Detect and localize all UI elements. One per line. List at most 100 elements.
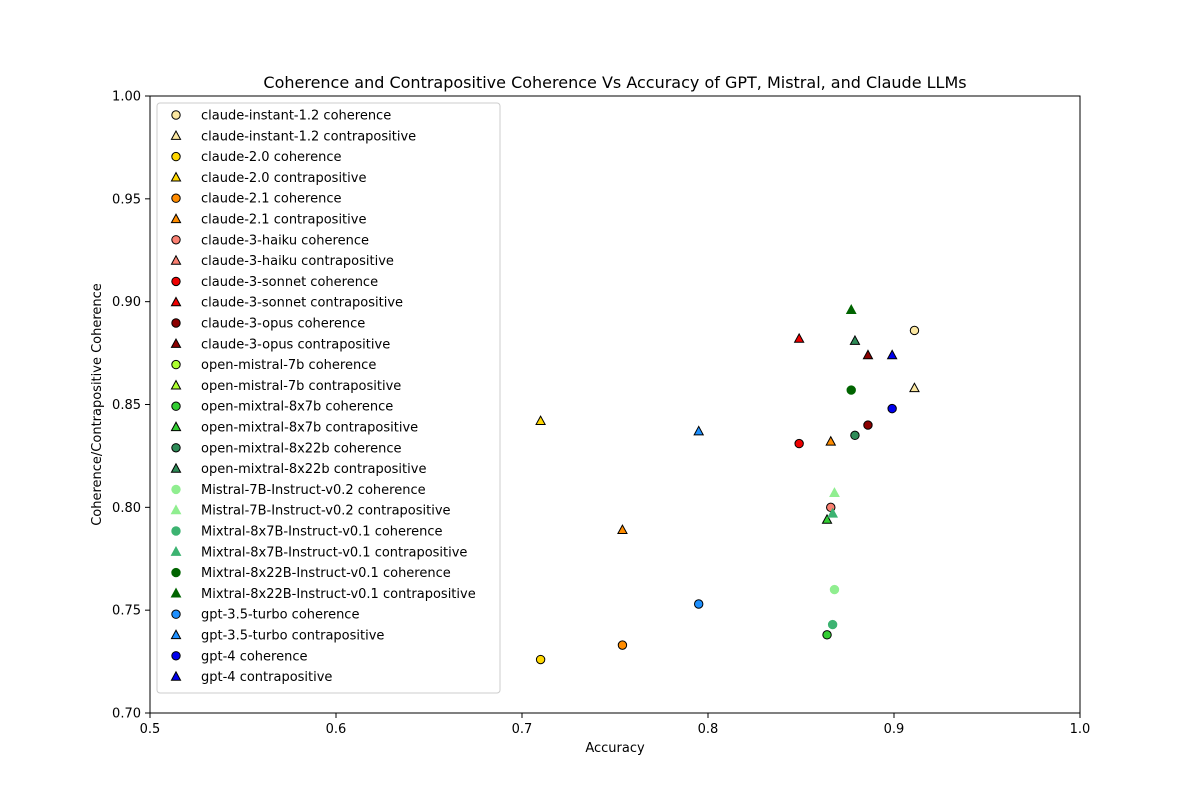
data-point	[825, 435, 837, 446]
legend-label: claude-3-sonnet contrapositive	[201, 296, 403, 311]
legend-marker	[170, 421, 182, 432]
legend-label: Mixtral-8x22B-Instruct-v0.1 coherence	[201, 566, 451, 581]
legend-marker	[171, 484, 181, 495]
legend-label: gpt-4 coherence	[201, 649, 307, 664]
legend-box	[156, 102, 501, 694]
x-tick-label: 0.7	[512, 722, 533, 737]
chart-title: Coherence and Contrapositive Coherence V…	[263, 73, 966, 92]
legend-label: claude-3-opus contrapositive	[201, 337, 390, 352]
x-tick-label: 0.8	[698, 722, 719, 737]
legend-marker	[171, 235, 181, 245]
legend-marker	[170, 171, 182, 182]
data-point	[845, 304, 857, 314]
legend-label: open-mixtral-8x22b contrapositive	[201, 462, 426, 477]
data-point	[535, 415, 547, 426]
legend-marker	[171, 359, 181, 370]
data-point	[887, 403, 897, 414]
y-axis-ticks: 0.70 0.75 0.80 0.85 0.90 0.95 1.00	[112, 90, 150, 722]
x-tick-label: 0.6	[326, 722, 347, 737]
legend-label: claude-2.1 coherence	[201, 192, 342, 207]
y-axis-label: Coherence/Contrapositive Coherence	[90, 283, 105, 526]
legend-marker	[170, 296, 182, 307]
data-point	[850, 430, 860, 441]
legend-marker	[171, 193, 181, 203]
data-point	[535, 654, 546, 665]
legend-marker	[171, 401, 181, 411]
legend-marker	[170, 379, 182, 390]
data-point	[617, 524, 628, 535]
legend-marker	[170, 670, 182, 681]
legend-marker	[171, 318, 181, 328]
x-tick-label: 0.5	[140, 722, 161, 737]
data-point	[886, 349, 898, 360]
y-tick-label: 0.75	[112, 604, 141, 619]
y-tick-label: 0.90	[112, 295, 141, 310]
legend-marker	[171, 276, 181, 287]
legend-label: open-mistral-7b contrapositive	[201, 379, 401, 394]
data-point	[822, 630, 832, 640]
legend-label: claude-2.1 contrapositive	[201, 213, 366, 228]
legend-marker	[170, 129, 182, 140]
data-point	[617, 640, 628, 650]
legend-label: claude-2.0 coherence	[201, 150, 342, 165]
x-axis-label: Accuracy	[585, 741, 645, 756]
data-point	[862, 349, 874, 360]
legend: claude-instant-1.2 coherence claude-insta…	[156, 102, 501, 694]
legend-label: Mixtral-8x7B-Instruct-v0.1 contrapositiv…	[201, 545, 467, 560]
legend-label: Mixtral-8x22B-Instruct-v0.1 contrapositi…	[201, 587, 476, 602]
data-point	[693, 425, 705, 436]
data-points	[535, 304, 920, 665]
legend-label: Mistral-7B-Instruct-v0.2 contrapositive	[201, 504, 451, 519]
data-point	[793, 332, 805, 343]
legend-label: claude-instant-1.2 coherence	[201, 109, 391, 124]
legend-label: open-mixtral-8x7b contrapositive	[201, 421, 418, 436]
data-point	[694, 599, 704, 609]
plot-frame	[149, 95, 1081, 714]
y-tick-label: 0.80	[112, 501, 141, 516]
legend-marker	[170, 504, 182, 515]
data-point	[863, 420, 873, 430]
legend-marker	[171, 151, 181, 162]
legend-marker	[170, 587, 182, 598]
legend-label: gpt-3.5-turbo contrapositive	[201, 629, 384, 644]
legend-label: claude-3-haiku coherence	[201, 233, 369, 248]
data-point	[821, 513, 833, 524]
data-point	[829, 584, 840, 595]
y-tick-label: 0.85	[112, 398, 141, 413]
x-tick-label: 1.0	[1070, 722, 1091, 737]
legend-marker	[170, 213, 182, 224]
data-point	[827, 619, 838, 630]
legend-marker	[170, 545, 182, 556]
x-tick-label: 0.9	[884, 722, 905, 737]
y-tick-label: 1.00	[112, 90, 141, 105]
legend-label: claude-3-opus coherence	[201, 317, 365, 332]
data-point	[827, 507, 839, 518]
data-point	[909, 382, 920, 393]
legend-label: claude-2.0 contrapositive	[201, 171, 366, 186]
x-axis-ticks: 0.5 0.6 0.7 0.8 0.9 1.0	[140, 713, 1091, 737]
legend-label: gpt-4 contrapositive	[201, 670, 332, 685]
legend-label: gpt-3.5-turbo coherence	[201, 608, 359, 623]
legend-label: claude-3-haiku contrapositive	[201, 254, 394, 269]
legend-marker	[171, 526, 181, 536]
legend-label: open-mixtral-8x7b coherence	[201, 400, 393, 415]
data-point	[794, 438, 804, 449]
legend-marker	[171, 443, 181, 453]
legend-label: claude-3-sonnet coherence	[201, 275, 378, 290]
legend-marker	[171, 110, 181, 120]
legend-label: open-mixtral-8x22b coherence	[201, 441, 401, 456]
legend-marker	[170, 462, 182, 473]
legend-marker	[170, 254, 182, 265]
legend-marker	[171, 651, 181, 661]
y-tick-label: 0.70	[112, 707, 141, 722]
legend-label: Mixtral-8x7B-Instruct-v0.1 coherence	[201, 525, 442, 540]
y-tick-label: 0.95	[112, 192, 141, 207]
data-point	[849, 334, 861, 345]
legend-label: Mistral-7B-Instruct-v0.2 coherence	[201, 483, 426, 498]
legend-marker	[171, 609, 181, 619]
legend-marker	[170, 337, 182, 348]
legend-label: claude-instant-1.2 contrapositive	[201, 129, 416, 144]
legend-marker	[171, 567, 181, 578]
data-point	[846, 385, 856, 395]
